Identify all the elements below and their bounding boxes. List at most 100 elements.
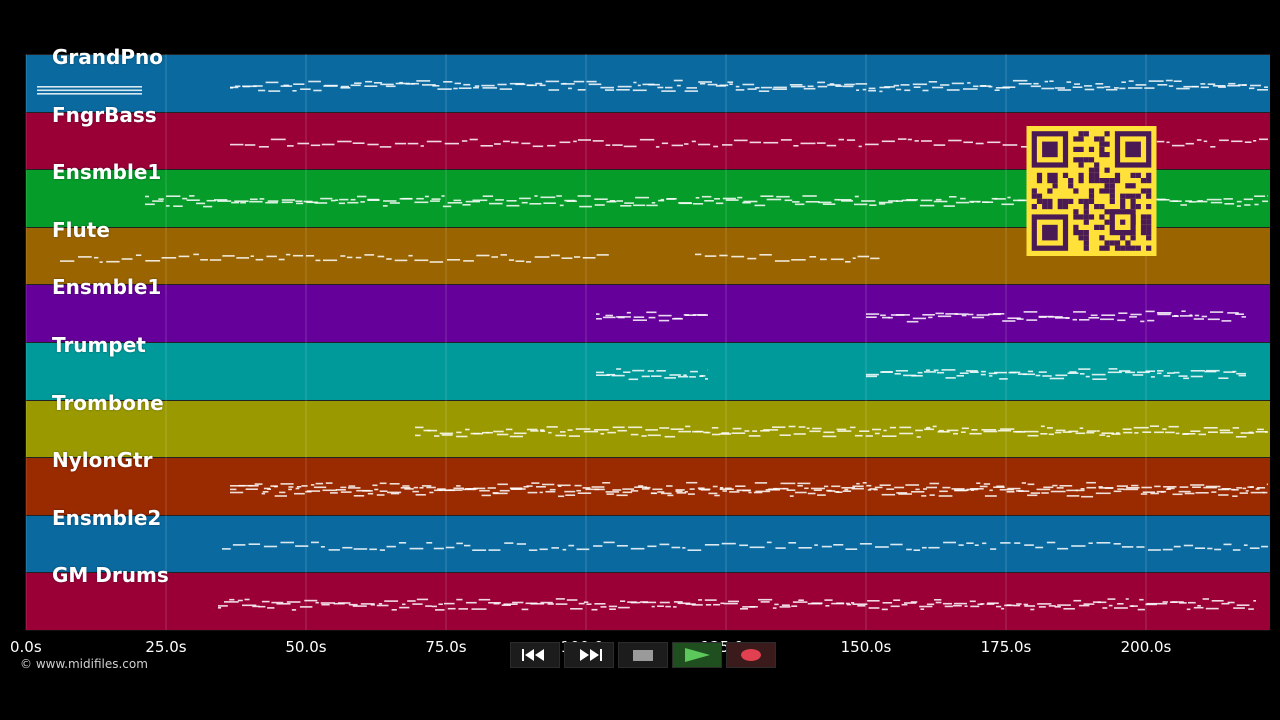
note-mark <box>607 431 616 434</box>
note-mark <box>547 603 554 605</box>
note-mark <box>740 608 748 610</box>
note-mark <box>984 495 997 497</box>
note-mark <box>1254 195 1266 197</box>
note-mark <box>324 84 338 87</box>
note-mark <box>479 489 490 492</box>
note-mark <box>465 428 470 431</box>
time-tick-label: 150.0s <box>840 638 892 656</box>
note-mark <box>605 89 614 91</box>
note-mark <box>1190 370 1205 372</box>
note-mark <box>747 88 757 90</box>
note-mark <box>555 598 565 600</box>
note-mark <box>809 430 821 433</box>
note-mark <box>424 195 429 198</box>
playback-controls <box>510 642 776 668</box>
note-mark <box>833 544 844 546</box>
note-mark <box>476 254 490 257</box>
note-mark <box>1205 485 1221 488</box>
note-mark <box>314 202 328 204</box>
note-mark <box>658 199 665 202</box>
note-mark <box>592 140 604 142</box>
note-mark <box>431 198 441 200</box>
note-mark <box>793 433 806 435</box>
note-mark <box>657 605 664 607</box>
note-mark <box>1054 431 1062 434</box>
note-mark <box>540 429 545 431</box>
record-button[interactable] <box>726 642 776 668</box>
note-mark <box>1163 375 1171 377</box>
note-mark <box>624 202 634 204</box>
note-mark <box>1172 493 1183 496</box>
note-mark <box>988 313 1001 316</box>
note-mark <box>600 606 607 608</box>
note-mark <box>1244 204 1251 206</box>
note-mark <box>857 605 866 607</box>
note-mark <box>911 491 925 493</box>
note-mark <box>1118 312 1128 314</box>
note-mark <box>1186 608 1191 611</box>
note-mark <box>1248 608 1254 610</box>
note-mark <box>960 197 966 200</box>
note-mark <box>355 256 362 259</box>
note-mark <box>288 488 292 491</box>
note-mark <box>904 89 911 92</box>
note-mark <box>591 486 605 488</box>
note-mark <box>196 202 206 205</box>
note-mark <box>1210 146 1216 148</box>
note-mark <box>1075 489 1085 492</box>
note-mark <box>689 488 695 490</box>
note-mark <box>548 89 560 91</box>
note-mark <box>526 485 533 487</box>
note-mark <box>684 90 698 92</box>
fast-forward-button[interactable] <box>564 642 614 668</box>
note-mark <box>242 85 257 88</box>
note-mark <box>980 373 986 376</box>
note-mark <box>263 487 271 490</box>
note-mark <box>967 82 971 84</box>
note-mark <box>426 486 436 489</box>
note-mark <box>969 600 976 603</box>
note-mark <box>539 548 548 551</box>
note-mark <box>300 88 311 90</box>
note-mark <box>712 485 718 488</box>
note-mark <box>1030 85 1041 88</box>
note-mark <box>937 431 950 433</box>
note-mark <box>763 429 779 431</box>
note-mark <box>1079 319 1090 321</box>
note-mark <box>671 546 681 549</box>
note-mark <box>780 139 792 141</box>
note-mark <box>1183 433 1196 435</box>
note-mark <box>360 603 375 605</box>
note-mark <box>385 85 396 88</box>
note-mark <box>1201 315 1208 318</box>
note-mark <box>766 541 772 544</box>
note-mark <box>536 486 546 488</box>
note-mark <box>574 256 581 258</box>
note-mark <box>152 200 164 202</box>
note-mark <box>376 604 389 607</box>
note-mark <box>594 204 605 206</box>
note-mark <box>749 606 758 608</box>
note-mark <box>546 426 558 428</box>
note-mark <box>609 200 616 202</box>
note-mark <box>335 489 346 491</box>
note-mark <box>742 606 756 608</box>
note-mark <box>1200 83 1206 85</box>
note-mark <box>979 85 991 87</box>
note-mark <box>1040 425 1045 428</box>
note-mark <box>313 89 322 92</box>
note-mark <box>1016 490 1024 492</box>
note-mark <box>701 195 712 198</box>
note-mark <box>665 605 671 608</box>
note-mark <box>884 86 895 88</box>
note-mark <box>748 491 752 494</box>
note-mark <box>297 142 310 145</box>
note-mark <box>602 482 611 484</box>
note-mark <box>875 546 889 548</box>
note-mark <box>754 482 768 484</box>
rewind-button[interactable] <box>510 642 560 668</box>
play-button[interactable] <box>672 642 722 668</box>
note-mark <box>348 487 361 489</box>
stop-button[interactable] <box>618 642 668 668</box>
note-mark <box>1142 491 1155 493</box>
